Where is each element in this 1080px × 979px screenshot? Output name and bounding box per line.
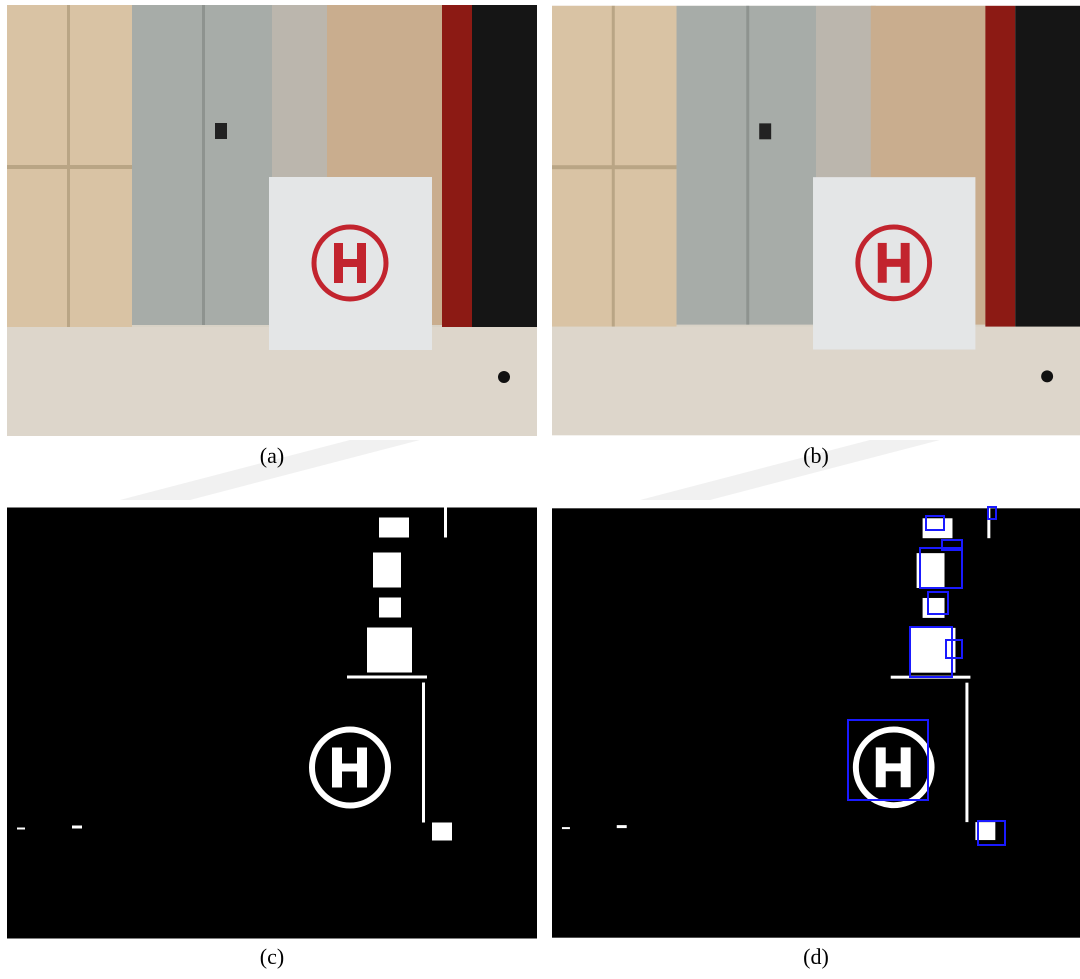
caption: (b) (803, 443, 829, 468)
caption: (a) (260, 443, 284, 468)
image-b (552, 6, 1080, 435)
image-c (7, 508, 537, 939)
caption: (c) (260, 944, 284, 969)
page: {"figure": {"panels": [{"caption": "(a)"… (0, 0, 1080, 979)
image-d (552, 508, 1080, 937)
figure: (a) (b) (c) (d) (0, 0, 1080, 979)
image-a (7, 5, 537, 436)
caption: (d) (803, 944, 829, 969)
